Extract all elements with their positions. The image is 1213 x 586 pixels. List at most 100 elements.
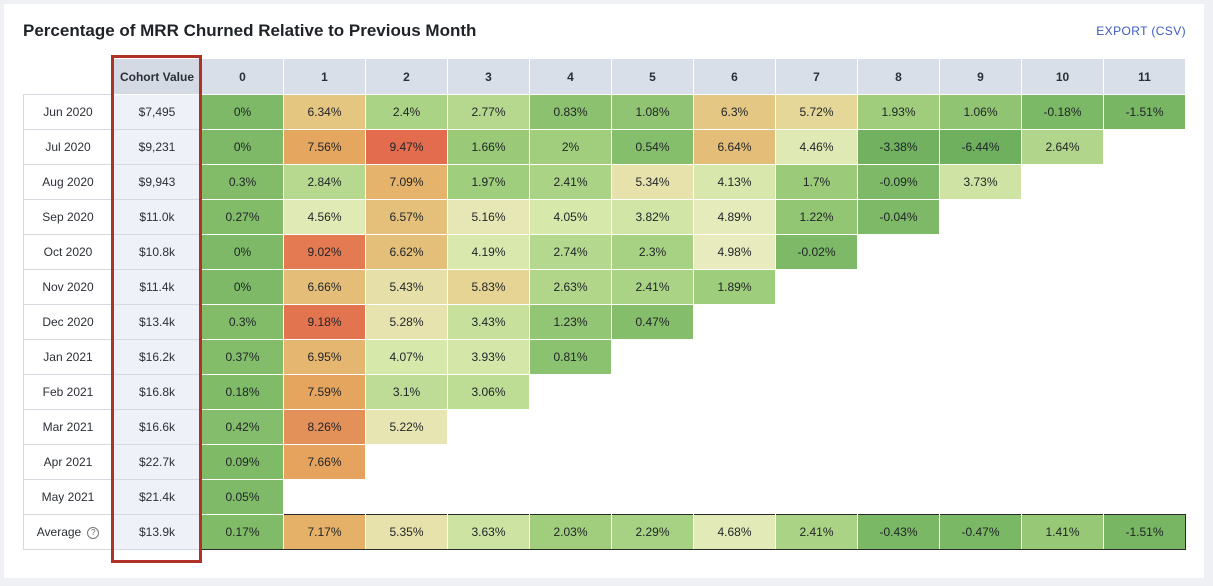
heatmap-cell: 7.59% [283, 374, 366, 410]
heatmap-cell: 7.09% [365, 164, 448, 200]
cohort-value-cell: $9,231 [112, 129, 202, 165]
empty-cell [693, 339, 776, 375]
heatmap-cell: -1.51% [1103, 94, 1186, 130]
empty-cell [611, 374, 694, 410]
heatmap-cell: 1.66% [447, 129, 530, 165]
empty-cell [693, 479, 776, 515]
heatmap-cell: 0% [201, 129, 284, 165]
cohort-value-cell: $22.7k [112, 444, 202, 480]
heatmap-cell: 1.23% [529, 304, 612, 340]
heatmap-cell: 0.17% [201, 514, 284, 550]
period-header: 0 [201, 58, 284, 95]
empty-cell [939, 409, 1022, 445]
empty-cell [1021, 479, 1104, 515]
heatmap-cell: 3.82% [611, 199, 694, 235]
cohort-row: Apr 2021 $22.7k 0.09% 7.66% [23, 444, 1186, 480]
heatmap-cell: 3.93% [447, 339, 530, 375]
cohort-value-cell: $21.4k [112, 479, 202, 515]
empty-cell [1021, 234, 1104, 270]
empty-cell [447, 479, 530, 515]
heatmap-cell: 7.56% [283, 129, 366, 165]
empty-cell [857, 269, 940, 305]
empty-cell [365, 479, 448, 515]
row-label-text: Average [36, 525, 82, 539]
heatmap-cell: 0.47% [611, 304, 694, 340]
heatmap-cell: 6.66% [283, 269, 366, 305]
row-label: Jan 2021 [23, 339, 113, 375]
empty-cell [1103, 269, 1186, 305]
empty-cell [939, 304, 1022, 340]
heatmap-cell: 0.42% [201, 409, 284, 445]
heatmap-cell: -6.44% [939, 129, 1022, 165]
empty-cell [857, 479, 940, 515]
empty-cell [857, 374, 940, 410]
heatmap-cell: 1.93% [857, 94, 940, 130]
empty-cell [365, 444, 448, 480]
heatmap-cell: -0.43% [857, 514, 940, 550]
period-header: 11 [1103, 58, 1186, 95]
empty-cell [939, 479, 1022, 515]
empty-cell [1103, 304, 1186, 340]
empty-cell [939, 199, 1022, 235]
heatmap-cell: 2% [529, 129, 612, 165]
question-circle-icon[interactable]: ? [87, 526, 100, 539]
heatmap-cell: 8.26% [283, 409, 366, 445]
heatmap-cell: 0.37% [201, 339, 284, 375]
empty-cell [1021, 269, 1104, 305]
heatmap-cell: 0.09% [201, 444, 284, 480]
empty-cell [775, 304, 858, 340]
header-row: Cohort Value 0 1 2 3 4 5 6 7 8 9 10 11 [24, 58, 1186, 95]
empty-cell [611, 409, 694, 445]
row-label: Oct 2020 [23, 234, 113, 270]
heatmap-cell: 1.41% [1021, 514, 1104, 550]
empty-cell [1103, 199, 1186, 235]
heatmap-cell: 1.08% [611, 94, 694, 130]
empty-cell [775, 444, 858, 480]
heatmap-cell: 6.62% [365, 234, 448, 270]
heatmap-cell: 2.4% [365, 94, 448, 130]
row-label: Aug 2020 [23, 164, 113, 200]
heatmap-cell: 3.43% [447, 304, 530, 340]
empty-cell [1021, 304, 1104, 340]
heatmap-cell: 0% [201, 234, 284, 270]
heatmap-cell: 6.95% [283, 339, 366, 375]
empty-cell [1103, 374, 1186, 410]
heatmap-cell: 9.02% [283, 234, 366, 270]
heatmap-cell: 0.3% [201, 164, 284, 200]
empty-cell [611, 339, 694, 375]
empty-cell [1103, 234, 1186, 270]
row-label: Average? [23, 514, 113, 550]
empty-cell [529, 444, 612, 480]
row-label-text: Nov 2020 [42, 280, 94, 294]
export-csv-button[interactable]: EXPORT (CSV) [1096, 24, 1186, 38]
empty-cell [857, 339, 940, 375]
heatmap-cell: 0.83% [529, 94, 612, 130]
empty-cell [447, 444, 530, 480]
heatmap-cell: 4.05% [529, 199, 612, 235]
empty-cell [857, 409, 940, 445]
page-title: Percentage of MRR Churned Relative to Pr… [23, 21, 477, 40]
row-label-text: Sep 2020 [42, 210, 94, 224]
heatmap-cell: 2.41% [775, 514, 858, 550]
heatmap-cell: -0.02% [775, 234, 858, 270]
cohort-value-cell: $13.4k [112, 304, 202, 340]
empty-cell [529, 374, 612, 410]
empty-cell [529, 479, 612, 515]
heatmap-cell: 5.83% [447, 269, 530, 305]
heatmap-cell: 0.18% [201, 374, 284, 410]
heatmap-cell: 0.3% [201, 304, 284, 340]
heatmap-cell: 4.13% [693, 164, 776, 200]
empty-cell [775, 374, 858, 410]
heatmap-cell: -1.51% [1103, 514, 1186, 550]
heatmap-cell: 3.1% [365, 374, 448, 410]
cohort-row: Dec 2020 $13.4k 0.3% 9.18% 5.28% 3.43% 1.23% 0.… [23, 304, 1186, 340]
heatmap-cell: 2.03% [529, 514, 612, 550]
heatmap-cell: 9.47% [365, 129, 448, 165]
period-header: 7 [775, 58, 858, 95]
cohort-row: Mar 2021 $16.6k 0.42% 8.26% 5.22% [23, 409, 1186, 445]
heatmap-cell: 3.06% [447, 374, 530, 410]
heatmap-cell: 4.89% [693, 199, 776, 235]
heatmap-cell: 6.3% [693, 94, 776, 130]
heatmap-cell: 0.05% [201, 479, 284, 515]
empty-cell [693, 409, 776, 445]
